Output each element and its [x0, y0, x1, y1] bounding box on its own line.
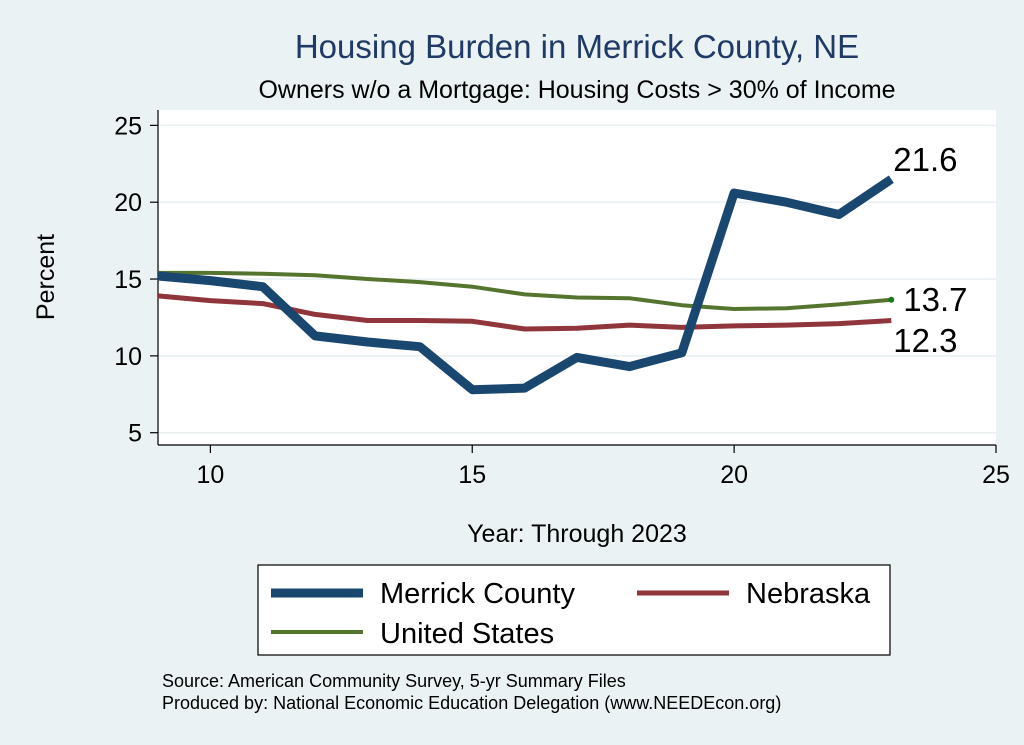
legend-label-merrick-county: Merrick County — [380, 578, 575, 610]
plot-area — [158, 110, 996, 445]
y-tick-label-10: 10 — [114, 343, 142, 371]
legend-label-united-states: United States — [380, 618, 554, 650]
end-label-united-states: 13.7 — [903, 281, 967, 318]
end-marker-united-states — [888, 296, 895, 303]
end-label-nebraska: 12.3 — [893, 322, 957, 359]
x-tick-label-20: 20 — [720, 461, 748, 489]
end-label-merrick-county: 21.6 — [893, 141, 957, 178]
legend-item-united-states: United States — [271, 618, 554, 650]
x-axis-label: Year: Through 2023 — [467, 520, 687, 548]
x-tick-label-10: 10 — [196, 461, 224, 489]
y-tick-label-5: 5 — [128, 420, 142, 448]
y-axis: 5 10 15 20 25 — [114, 112, 158, 448]
chart-subtitle: Owners w/o a Mortgage: Housing Costs > 3… — [258, 76, 895, 104]
y-tick-label-25: 25 — [114, 112, 142, 140]
legend-item-nebraska: Nebraska — [637, 578, 871, 610]
x-axis: 10 15 20 25 — [196, 445, 1010, 489]
end-labels: 21.6 12.3 13.7 — [893, 141, 967, 359]
series-line-merrick-county — [157, 175, 894, 395]
series-lines — [157, 175, 895, 395]
source-note: Source: American Community Survey, 5-yr … — [162, 671, 626, 691]
y-tick-label-20: 20 — [114, 189, 142, 217]
legend-label-nebraska: Nebraska — [746, 578, 871, 610]
legend-item-merrick-county: Merrick County — [271, 578, 575, 610]
x-tick-label-25: 25 — [982, 461, 1010, 489]
x-tick-label-15: 15 — [458, 461, 486, 489]
series-line-united-states — [158, 270, 892, 311]
y-tick-label-15: 15 — [114, 266, 142, 294]
producer-note: Produced by: National Economic Education… — [162, 693, 781, 713]
legend-box — [257, 564, 891, 656]
y-axis-label: Percent — [32, 234, 60, 320]
chart-title: Housing Burden in Merrick County, NE — [295, 28, 859, 65]
